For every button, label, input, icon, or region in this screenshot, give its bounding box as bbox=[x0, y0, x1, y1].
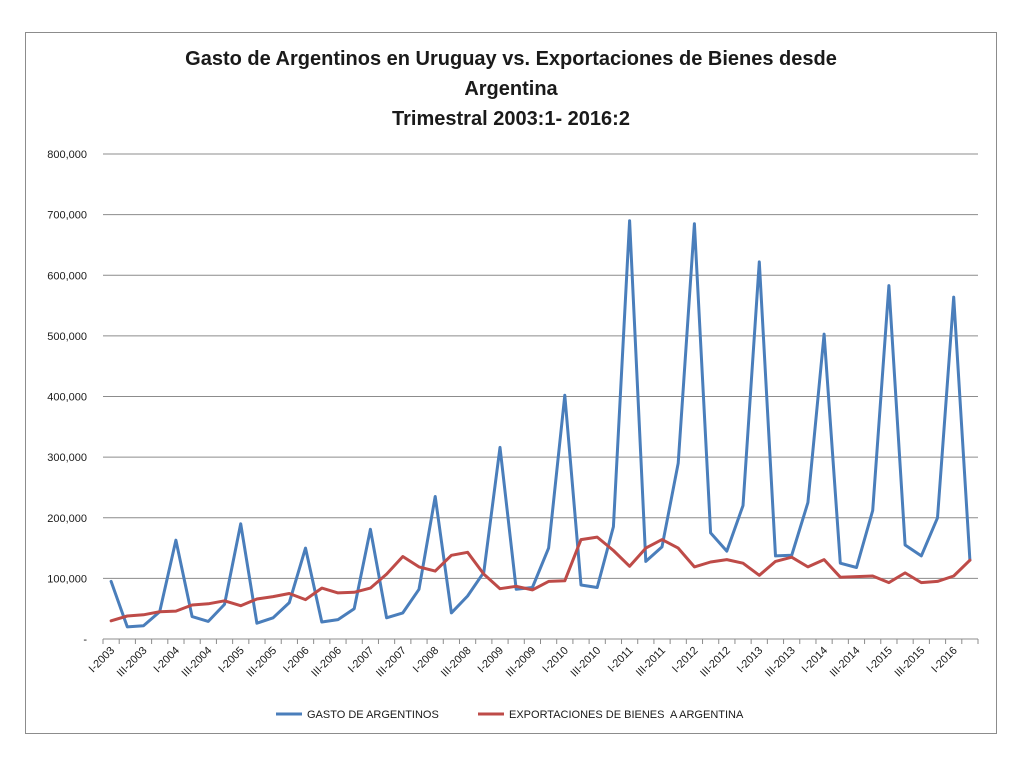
series-lines bbox=[109, 219, 972, 629]
x-tick-label: I-2011 bbox=[606, 645, 636, 675]
x-tick-label: III-2008 bbox=[439, 645, 474, 680]
x-tick-label: I-2009 bbox=[476, 645, 507, 676]
chart-title-line-3: Trimestral 2003:1- 2016:2 bbox=[392, 108, 630, 130]
x-tick-label: III-2014 bbox=[828, 645, 863, 680]
chart-title-line-1: Gasto de Argentinos en Uruguay vs. Expor… bbox=[185, 48, 837, 70]
legend-label-exportaciones: EXPORTACIONES DE BIENES A ARGENTINA bbox=[509, 709, 744, 721]
x-tick-label: I-2013 bbox=[735, 645, 766, 676]
x-tick-label: III-2006 bbox=[309, 645, 344, 680]
x-tick-label: I-2010 bbox=[540, 645, 571, 676]
y-axis: - 100,000 200,000 300,000 400,000 500,000 600,… bbox=[47, 149, 87, 646]
x-tick-label: III-2009 bbox=[504, 645, 539, 680]
x-tick-label: III-2005 bbox=[244, 645, 279, 680]
x-tick-label: I-2008 bbox=[411, 645, 442, 676]
chart-title-line-2: Argentina bbox=[464, 78, 558, 100]
y-tick-label: 800,000 bbox=[47, 149, 87, 161]
x-tick-label: I-2005 bbox=[216, 645, 247, 676]
y-tick-label: 600,000 bbox=[47, 270, 87, 282]
x-tick-label: III-2013 bbox=[763, 645, 798, 680]
y-tick-label: 400,000 bbox=[47, 392, 87, 404]
x-tick-label: III-2003 bbox=[115, 645, 150, 680]
x-tick-label: I-2006 bbox=[281, 645, 312, 676]
x-tick-label: I-2015 bbox=[864, 645, 895, 676]
x-tick-label: I-2004 bbox=[151, 645, 182, 676]
x-tick-label: III-2004 bbox=[180, 645, 215, 680]
x-tick-label: I-2003 bbox=[87, 645, 118, 676]
series-line-gasto bbox=[109, 219, 972, 629]
x-tick-label: III-2011 bbox=[634, 645, 668, 679]
legend: GASTO DE ARGENTINOS EXPORTACIONES DE BIE… bbox=[276, 709, 744, 721]
legend-label-gasto: GASTO DE ARGENTINOS bbox=[307, 709, 439, 721]
x-tick-label: I-2007 bbox=[346, 645, 377, 676]
x-tick-label: III-2010 bbox=[568, 645, 603, 680]
chart-title: Gasto de Argentinos en Uruguay vs. Expor… bbox=[25, 44, 997, 134]
x-tick-label: I-2016 bbox=[929, 645, 960, 676]
x-tick-label: III-2007 bbox=[374, 645, 409, 680]
y-tick-label: - bbox=[83, 634, 87, 646]
y-tick-label: 200,000 bbox=[47, 513, 87, 525]
y-tick-label: 700,000 bbox=[47, 210, 87, 222]
y-tick-label: 300,000 bbox=[47, 452, 87, 464]
x-tick-label: I-2012 bbox=[670, 645, 701, 676]
x-tick-label: III-2015 bbox=[893, 645, 928, 680]
series-line-exportaciones bbox=[109, 535, 972, 623]
y-tick-label: 100,000 bbox=[47, 573, 87, 585]
chart-frame bbox=[25, 32, 997, 734]
y-tick-label: 500,000 bbox=[47, 331, 87, 343]
x-tick-label: I-2014 bbox=[800, 645, 831, 676]
x-tick-label: III-2012 bbox=[698, 645, 733, 680]
